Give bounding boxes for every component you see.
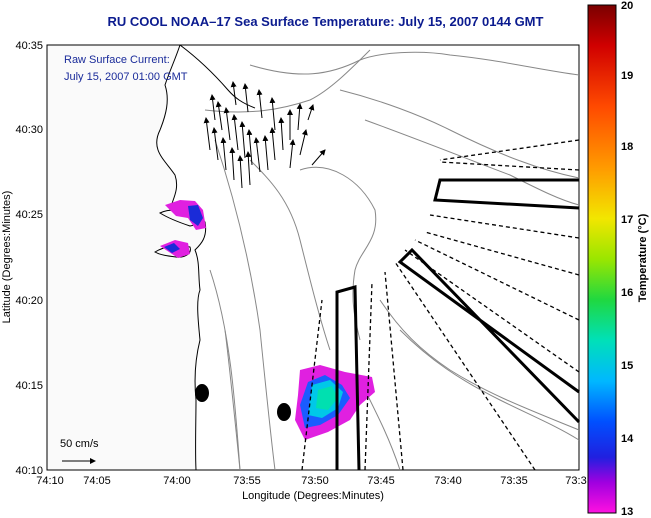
y-axis: 40:35 40:30 40:25 40:20 40:15 40:10 Lati…	[1, 40, 43, 477]
plot-area	[46, 44, 581, 471]
y-tick: 40:10	[15, 465, 43, 477]
colorbar-tick: 13	[621, 506, 633, 518]
colorbar-tick: 19	[621, 70, 633, 82]
x-tick: 73:35	[500, 475, 528, 487]
bathymetry-contours	[204, 49, 580, 471]
x-tick: 73:45	[367, 475, 395, 487]
current-vectors	[62, 81, 326, 464]
x-axis: 74:10 74:05 74:00 73:55 73:50 73:45 73:4…	[36, 475, 586, 502]
x-axis-label: Longitude (Degrees:Minutes)	[242, 490, 384, 502]
colorbar-tick: 17	[621, 214, 633, 226]
colorbar-tick: 18	[621, 141, 633, 153]
buoy-marker	[195, 384, 209, 402]
north-shore	[179, 44, 256, 109]
colorbar-tick: 20	[621, 0, 633, 12]
map-title: RU COOL NOAA–17 Sea Surface Temperature:…	[107, 14, 544, 29]
sector-boxes	[335, 178, 581, 471]
x-tick: 73:55	[233, 475, 261, 487]
x-tick: 74:05	[83, 475, 111, 487]
x-tick: 73:3	[565, 475, 586, 487]
colorbar-label: Temperature (°C)	[637, 213, 649, 302]
y-tick: 40:30	[15, 124, 43, 136]
colorbar-tick: 15	[621, 360, 633, 372]
buoy-marker	[277, 403, 291, 421]
y-tick: 40:35	[15, 40, 43, 52]
current-time: July 15, 2007 01:00 GMT	[64, 71, 188, 83]
coastline	[46, 44, 207, 471]
colorbar: 20 19 18 17 16 15 14 13 Temperature (°C)	[587, 0, 649, 518]
x-tick: 73:40	[434, 475, 462, 487]
x-tick: 74:10	[36, 475, 64, 487]
scale-label: 50 cm/s	[60, 438, 99, 450]
y-tick: 40:25	[15, 209, 43, 221]
y-axis-label: Latitude (Degrees:Minutes)	[1, 191, 13, 324]
colorbar-tick: 14	[621, 433, 634, 445]
x-tick: 73:50	[301, 475, 329, 487]
sector-lines	[301, 139, 580, 471]
y-tick: 40:20	[15, 295, 43, 307]
x-tick: 74:00	[163, 475, 191, 487]
colorbar-gradient	[587, 4, 617, 514]
y-tick: 40:15	[15, 380, 43, 392]
current-label: Raw Surface Current:	[64, 54, 170, 66]
colorbar-tick: 16	[621, 287, 633, 299]
